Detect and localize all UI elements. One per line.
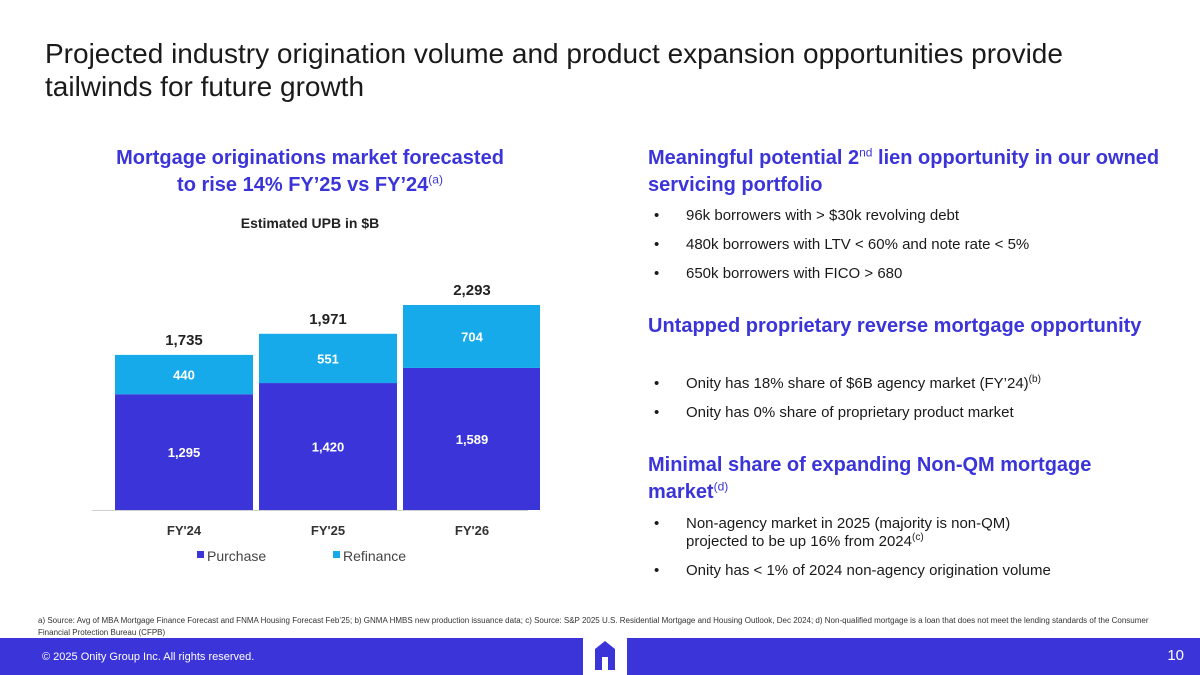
chart-subtitle: Estimated UPB in $B xyxy=(240,215,380,231)
section-heading-text: Minimal share of expanding Non-QM mortga… xyxy=(648,454,1092,503)
data-label-purchase: 1,589 xyxy=(456,432,489,447)
total-label: 2,293 xyxy=(453,282,491,299)
data-label-purchase: 1,295 xyxy=(168,445,201,460)
bullet-list-non-qm: Non-agency market in 2025 (majority is n… xyxy=(648,515,1168,591)
bullet-text: Onity has 0% share of proprietary produc… xyxy=(686,404,1014,421)
footnote: a) Source: Avg of MBA Mortgage Finance F… xyxy=(38,616,1149,637)
total-label: 1,971 xyxy=(309,311,347,328)
bar-refinance-0 xyxy=(115,354,253,395)
footer-bar: © 2025 Onity Group Inc. All rights reser… xyxy=(0,632,1200,675)
bullet-text: Non-agency market in 2025 (majority is n… xyxy=(686,515,1011,550)
chart-heading-line2: to rise 14% FY’25 vs FY’24 xyxy=(177,174,429,196)
x-tick-label: FY'25 xyxy=(311,523,345,538)
section-heading-non-qm: Minimal share of expanding Non-QM mortga… xyxy=(648,452,1168,506)
bullet-text: Onity has 18% share of $6B agency market… xyxy=(686,375,1029,392)
chart-heading-line1: Mortgage originations market forecasted xyxy=(116,147,504,169)
bar-refinance-1 xyxy=(259,333,397,384)
data-label-refinance: 551 xyxy=(317,351,339,366)
list-item: Non-agency market in 2025 (majority is n… xyxy=(648,515,1168,551)
x-tick-label: FY'24 xyxy=(167,523,202,538)
chart-heading: Mortgage originations market forecasted … xyxy=(70,145,550,199)
list-item: 96k borrowers with > $30k revolving debt xyxy=(648,207,1168,225)
bullet-note: (b) xyxy=(1028,374,1041,385)
section-heading-superscript: (d) xyxy=(713,479,729,494)
page-number: 10 xyxy=(1167,647,1184,664)
data-label-refinance: 704 xyxy=(461,329,483,344)
list-item: Onity has < 1% of 2024 non-agency origin… xyxy=(648,562,1168,580)
bar-purchase-2 xyxy=(403,367,540,510)
slide-title: Projected industry origination volume an… xyxy=(45,38,1063,102)
bullet-list-second-lien: 96k borrowers with > $30k revolving debt… xyxy=(648,207,1168,294)
house-logo-icon xyxy=(583,632,627,675)
data-label-refinance: 440 xyxy=(173,368,195,383)
bullet-list-reverse-mortgage: Onity has 18% share of $6B agency market… xyxy=(648,375,1168,433)
legend-swatch-purchase xyxy=(197,551,204,558)
x-tick-label: FY'26 xyxy=(455,523,489,538)
stacked-bar-chart: 1,295 440 1,735 FY'24 1,420 551 1,971 FY'25 1,58… xyxy=(92,282,540,564)
bullet-text: 650k borrowers with FICO > 680 xyxy=(686,265,903,282)
data-label-purchase: 1,420 xyxy=(312,440,345,455)
legend-label-purchase: Purchase xyxy=(207,548,266,564)
bullet-note: (c) xyxy=(911,532,924,543)
legend-swatch-refinance xyxy=(333,551,340,558)
list-item: 650k borrowers with FICO > 680 xyxy=(648,265,1168,283)
list-item: Onity has 0% share of proprietary produc… xyxy=(648,404,1168,422)
bullet-text: 96k borrowers with > $30k revolving debt xyxy=(686,207,960,224)
bar-refinance-2 xyxy=(403,305,540,368)
section-heading-superscript: nd xyxy=(859,145,873,160)
list-item: Onity has 18% share of $6B agency market… xyxy=(648,374,1168,394)
legend-label-refinance: Refinance xyxy=(343,548,406,564)
section-heading-text: Meaningful potential 2 xyxy=(648,147,860,169)
bullet-text: Onity has < 1% of 2024 non-agency origin… xyxy=(686,562,1051,579)
bullet-text: 480k borrowers with LTV < 60% and note r… xyxy=(686,236,1030,253)
section-heading-text-cont: lien opportunity in our owned servicing … xyxy=(648,147,1160,196)
list-item: 480k borrowers with LTV < 60% and note r… xyxy=(648,236,1168,254)
bar-purchase-1 xyxy=(259,383,397,510)
bar-purchase-0 xyxy=(115,394,253,510)
chart-heading-note: (a) xyxy=(428,172,443,187)
copyright-text: © 2025 Onity Group Inc. All rights reser… xyxy=(42,651,255,663)
section-heading-reverse-mortgage: Untapped proprietary reverse mortgage op… xyxy=(648,313,1168,340)
total-label: 1,735 xyxy=(165,332,203,349)
section-heading-second-lien: Meaningful potential 2nd lien opportunit… xyxy=(648,145,1168,199)
section-heading-text: Untapped proprietary reverse mortgage op… xyxy=(648,315,1142,337)
